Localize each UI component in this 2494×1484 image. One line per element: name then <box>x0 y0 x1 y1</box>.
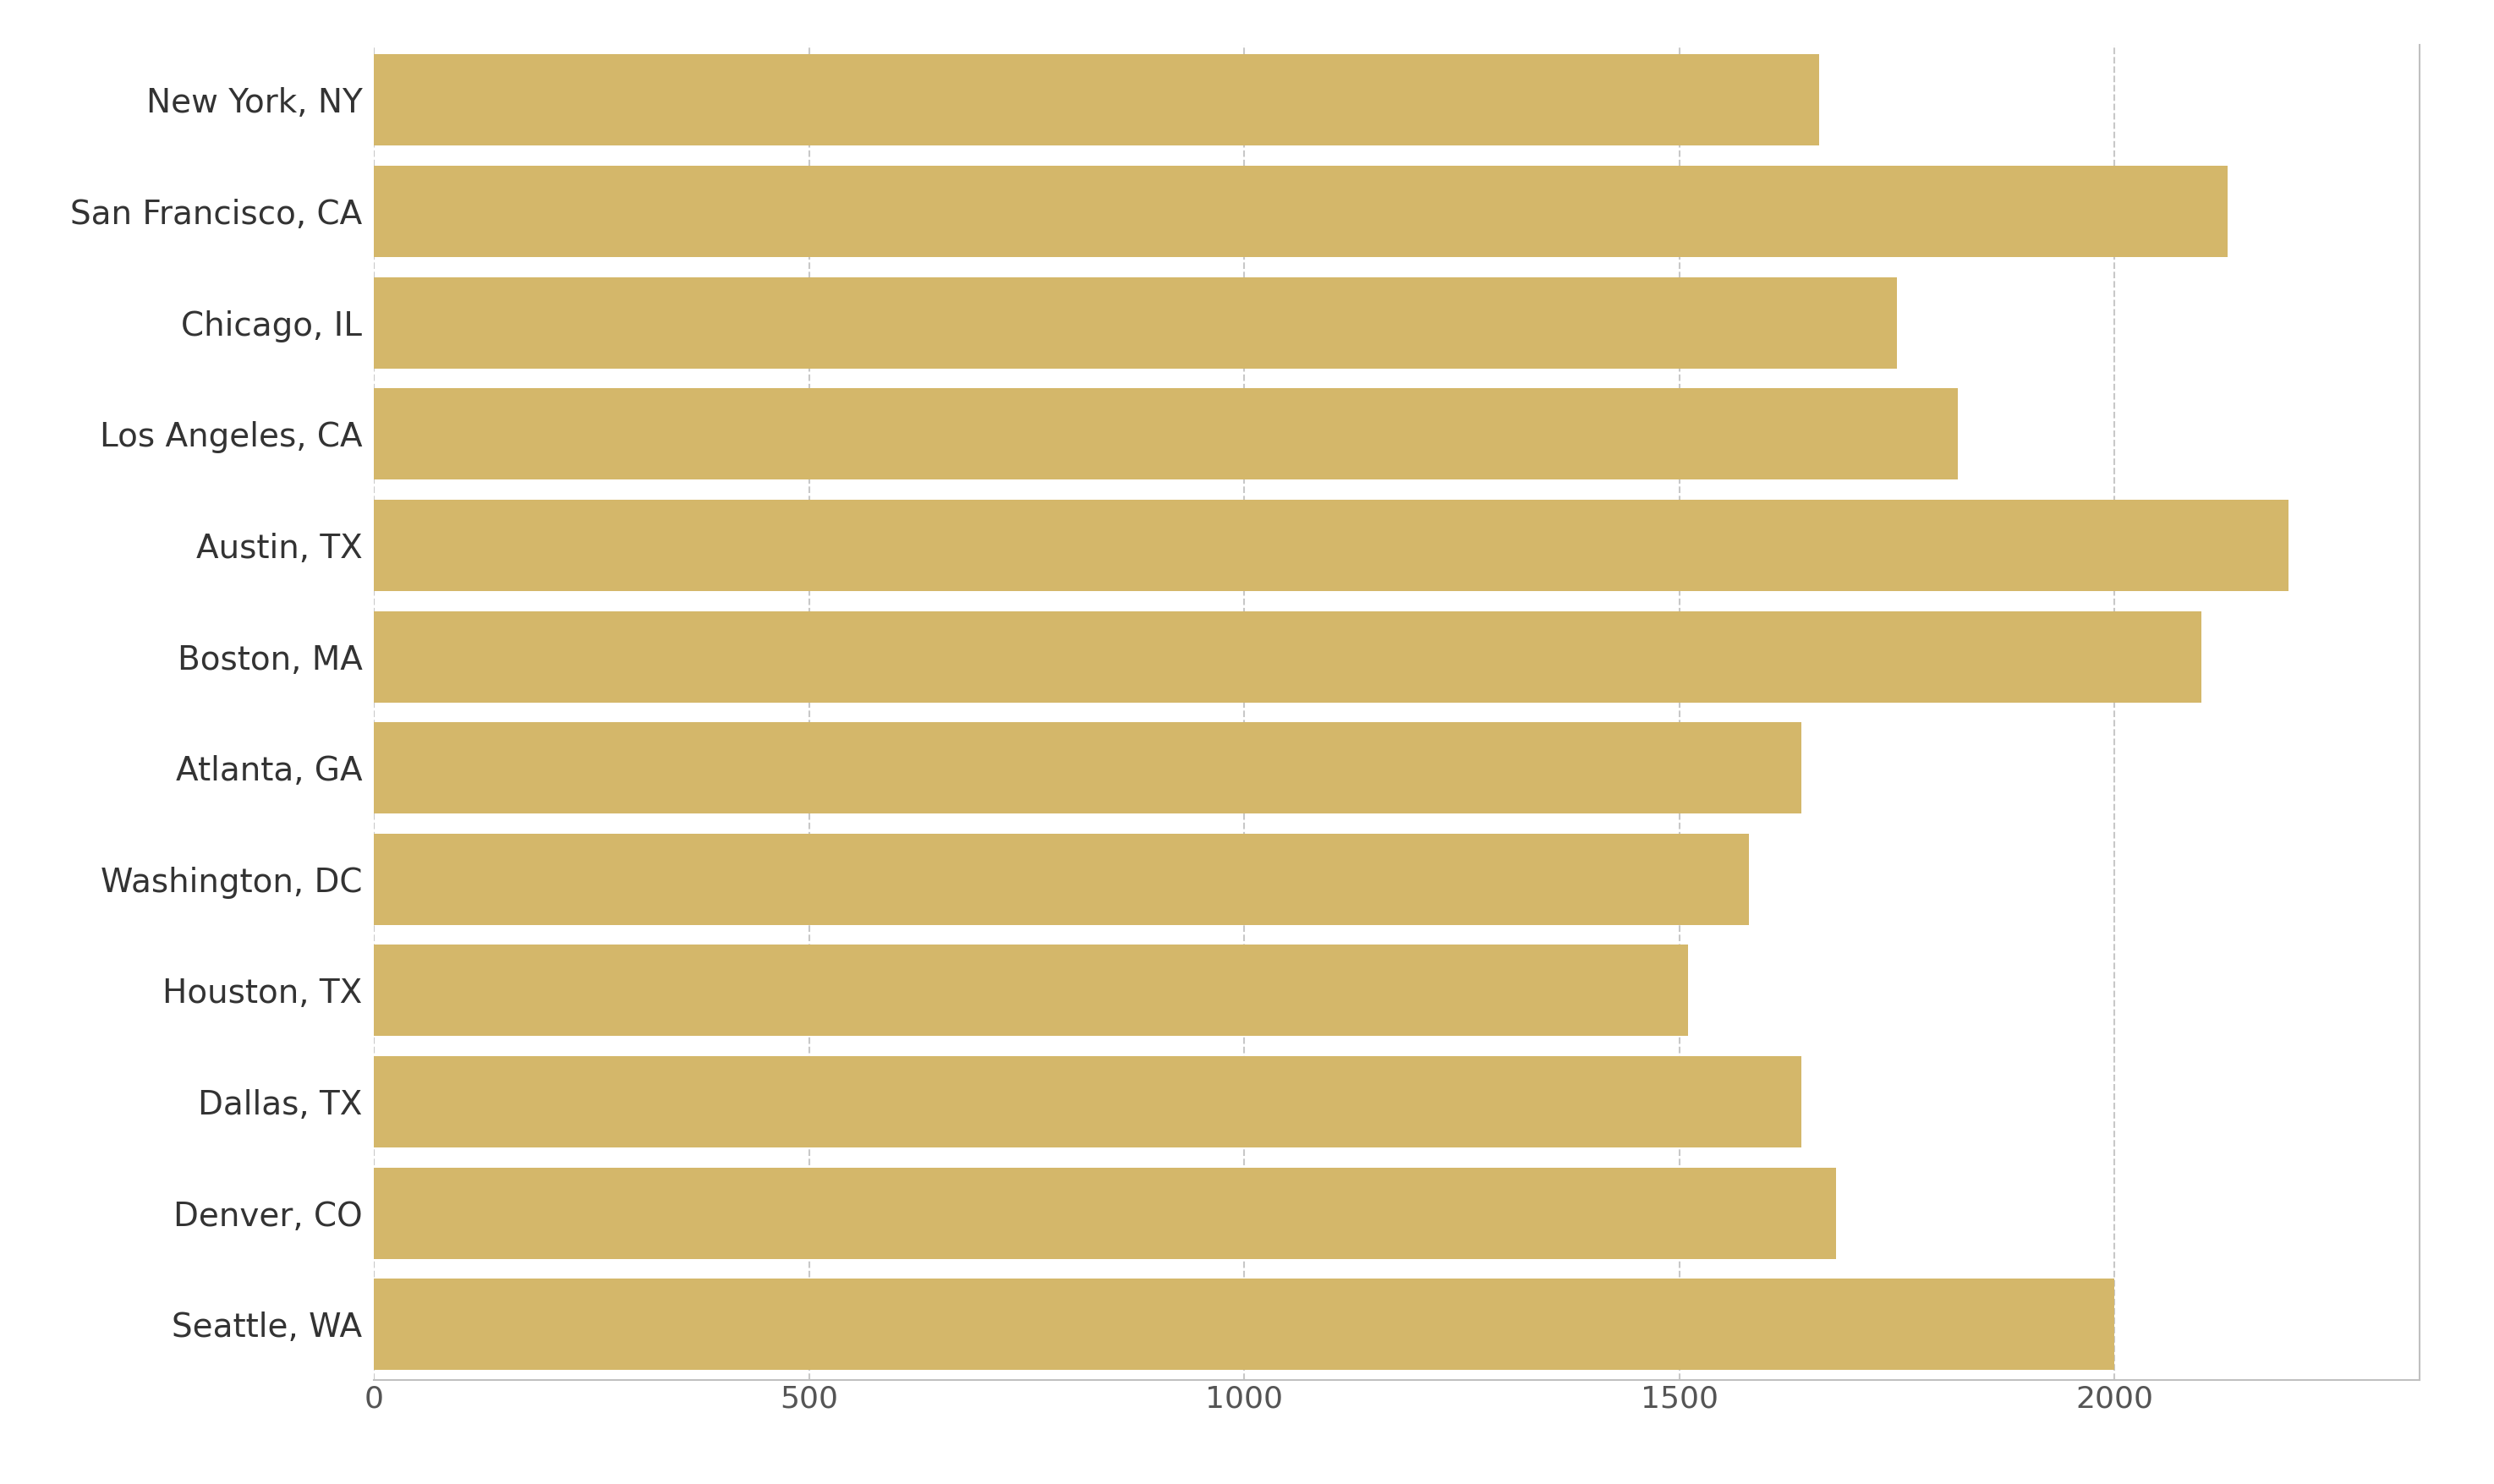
Bar <box>374 278 1898 368</box>
Bar <box>374 166 2227 257</box>
Bar <box>374 611 2202 702</box>
Bar <box>374 500 2289 591</box>
Bar <box>374 834 1748 925</box>
Bar <box>374 1168 1836 1258</box>
Bar <box>374 945 1688 1036</box>
Bar <box>374 723 1801 813</box>
Bar <box>374 389 1958 479</box>
Bar <box>374 1057 1801 1147</box>
Bar <box>374 1279 2115 1370</box>
Bar <box>374 55 1818 145</box>
